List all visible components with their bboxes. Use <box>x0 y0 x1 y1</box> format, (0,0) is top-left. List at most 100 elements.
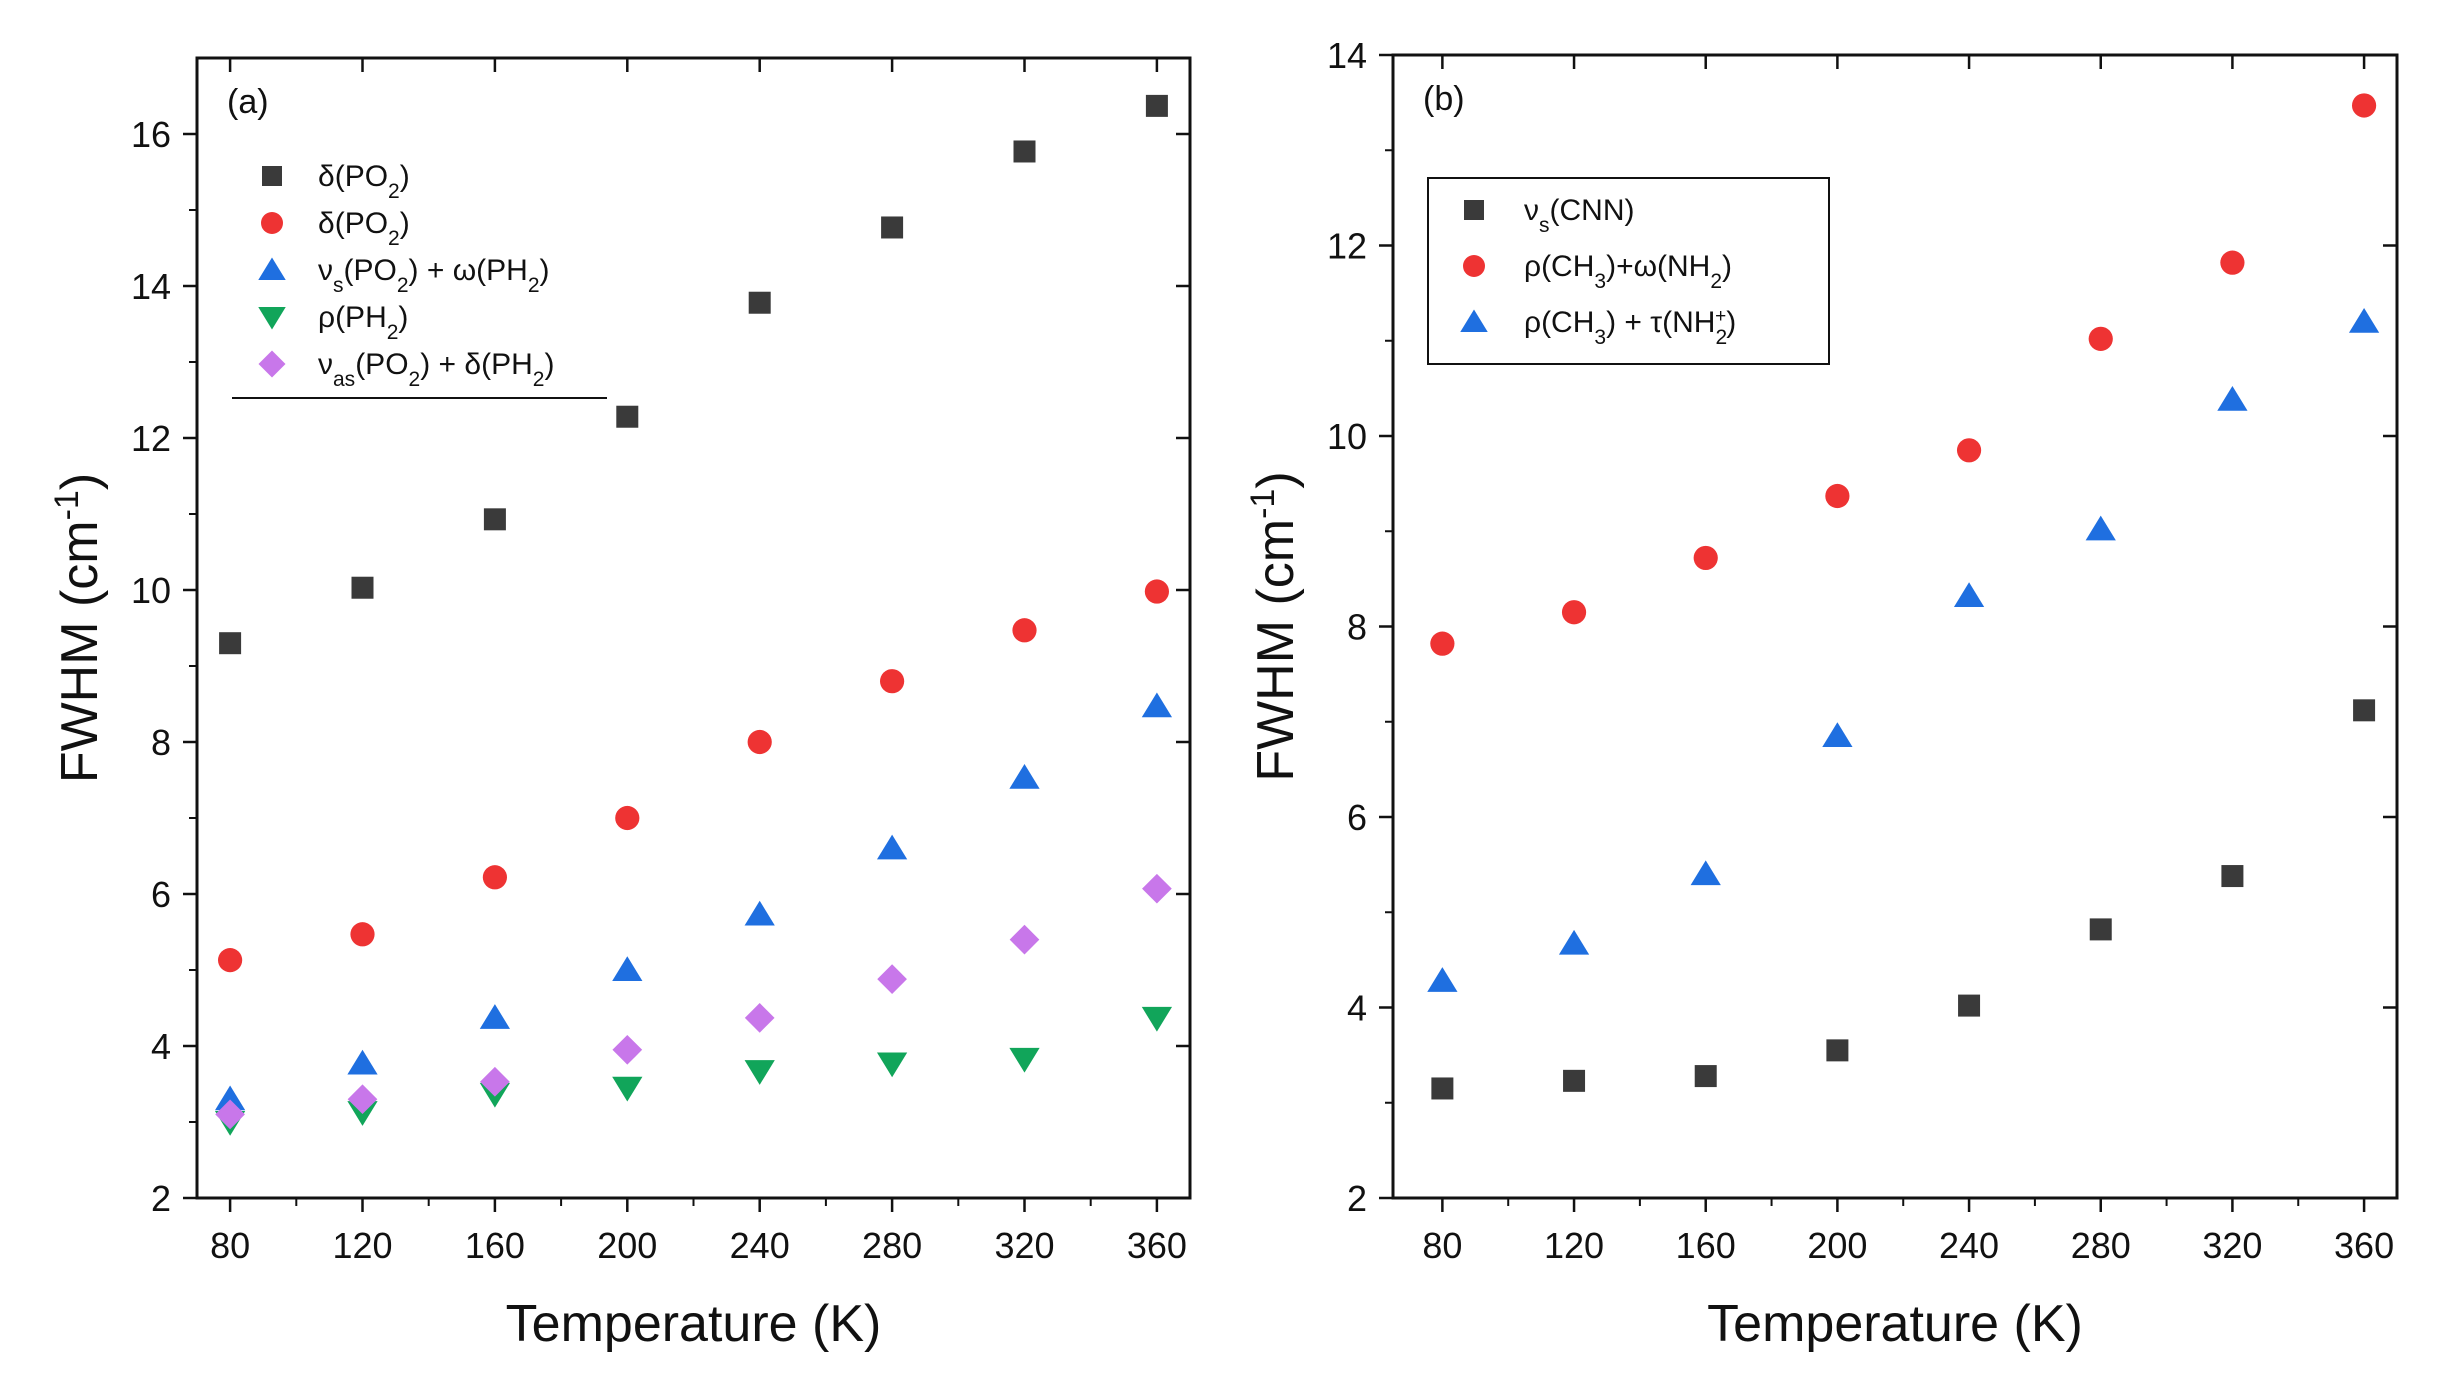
data-point <box>1956 438 1982 463</box>
series-0 <box>1431 699 2376 1100</box>
data-point <box>1142 873 1172 904</box>
data-point <box>1009 924 1040 955</box>
data-point <box>744 900 775 926</box>
data-point <box>612 956 643 981</box>
data-point <box>2089 918 2112 941</box>
x-tick-label: 360 <box>1127 1225 1187 1266</box>
legend-label: νs(PO2) + ω(PH2) <box>318 254 550 297</box>
y-tick-label: 8 <box>151 722 171 763</box>
data-point <box>1561 600 1587 625</box>
data-point <box>1013 140 1036 163</box>
legend-marker <box>262 166 282 186</box>
data-point <box>1694 1065 1717 1088</box>
x-tick-label: 200 <box>1807 1225 1867 1266</box>
x-tick-label: 80 <box>1422 1225 1462 1266</box>
series-4 <box>215 873 1172 1130</box>
data-point <box>1822 722 1853 748</box>
data-point <box>1563 1069 1586 1092</box>
x-tick-label: 320 <box>994 1225 1054 1266</box>
data-point <box>1144 579 1169 604</box>
data-point <box>1558 929 1590 955</box>
data-point <box>347 1084 378 1115</box>
data-point <box>615 805 640 831</box>
data-point <box>1009 763 1040 789</box>
data-point <box>1009 1047 1040 1073</box>
data-point <box>1431 1077 1454 1100</box>
x-tick-label: 320 <box>2202 1225 2262 1266</box>
data-point <box>214 1085 246 1111</box>
x-tick-label: 120 <box>1544 1225 1604 1266</box>
data-point <box>1141 692 1173 718</box>
data-point <box>1012 618 1037 643</box>
series-2 <box>1427 307 2380 992</box>
legend-label: νs(CNN) <box>1524 194 1634 237</box>
y-tick-label: 6 <box>151 874 171 915</box>
x-axis-title: Temperature (K) <box>506 1295 882 1353</box>
series-0 <box>219 94 1168 655</box>
legend-marker <box>1460 309 1488 332</box>
legend-label: δ(PO2) <box>318 207 410 250</box>
data-point <box>480 1066 510 1097</box>
chart-panel-a: 80 120 160 200 240 280 320 360 2 4 6 8 10 12 14 16 Tempe… <box>48 56 1192 1353</box>
data-point <box>1141 1006 1173 1032</box>
data-point <box>744 1003 775 1033</box>
data-point <box>1693 545 1718 571</box>
data-point <box>1145 94 1168 117</box>
data-point <box>2348 307 2380 333</box>
data-point <box>218 948 243 973</box>
data-point <box>748 291 771 314</box>
legend-marker <box>258 257 286 280</box>
data-point <box>1430 631 1455 656</box>
data-point <box>1953 582 1985 608</box>
data-point <box>1690 860 1721 886</box>
legend-marker <box>261 212 283 234</box>
y-tick-label: 14 <box>1327 35 1367 76</box>
legend-label: νas(PO2) + δ(PH2) <box>318 348 554 391</box>
data-point <box>612 1076 643 1102</box>
data-point <box>483 508 506 531</box>
data-point <box>1427 967 1458 992</box>
legend-label: ρ(CH3) + τ(NH2+) <box>1524 306 1736 349</box>
data-point <box>616 405 639 428</box>
data-point <box>876 834 908 860</box>
data-point <box>2085 515 2116 541</box>
data-point <box>1825 483 1850 509</box>
legend-marker <box>258 307 286 330</box>
data-point <box>2353 699 2376 722</box>
y-tick-label: 16 <box>131 114 171 155</box>
x-tick-label: 160 <box>1676 1225 1736 1266</box>
x-axis-title: Temperature (K) <box>1707 1295 2083 1353</box>
x-tick-label: 280 <box>2071 1225 2131 1266</box>
chart-panel-b: 80 120 160 200 240 280 320 360 2 4 6 8 10 12 14 Tempera… <box>1244 35 2399 1353</box>
data-point <box>482 865 507 890</box>
x-tick-label: 120 <box>332 1225 392 1266</box>
x-tick-label: 240 <box>1939 1225 1999 1266</box>
legend: δ(PO2)δ(PO2)νs(PO2) + ω(PH2)ρ(PH2)νas(PO… <box>232 160 607 399</box>
y-axis-title: FWHM (cm-1) <box>1244 471 1305 781</box>
series-1 <box>1430 93 2377 656</box>
legend-marker <box>258 350 286 378</box>
y-tick-label: 10 <box>1327 416 1367 457</box>
y-axis-title: FWHM (cm-1) <box>48 473 109 783</box>
series-2 <box>214 692 1173 1111</box>
legend-label: ρ(PH2) <box>318 301 408 344</box>
y-tick-label: 8 <box>1347 607 1367 648</box>
data-point <box>347 1049 378 1075</box>
data-point <box>612 1034 643 1065</box>
y-tick-label: 10 <box>131 570 171 611</box>
data-point <box>2351 93 2377 118</box>
legend-marker <box>1464 200 1484 220</box>
data-point <box>876 1052 908 1078</box>
x-tick-label: 280 <box>862 1225 922 1266</box>
data-point <box>1826 1039 1849 1062</box>
data-point <box>350 922 375 947</box>
data-point <box>747 729 772 755</box>
y-tick-label: 12 <box>131 418 171 459</box>
data-point <box>881 216 904 239</box>
y-tick-label: 2 <box>1347 1178 1367 1219</box>
legend-label: ρ(CH3)+ω(NH2) <box>1524 250 1732 293</box>
series-1 <box>218 579 1169 973</box>
panel-label: (b) <box>1423 80 1465 118</box>
x-tick-label: 160 <box>465 1225 525 1266</box>
